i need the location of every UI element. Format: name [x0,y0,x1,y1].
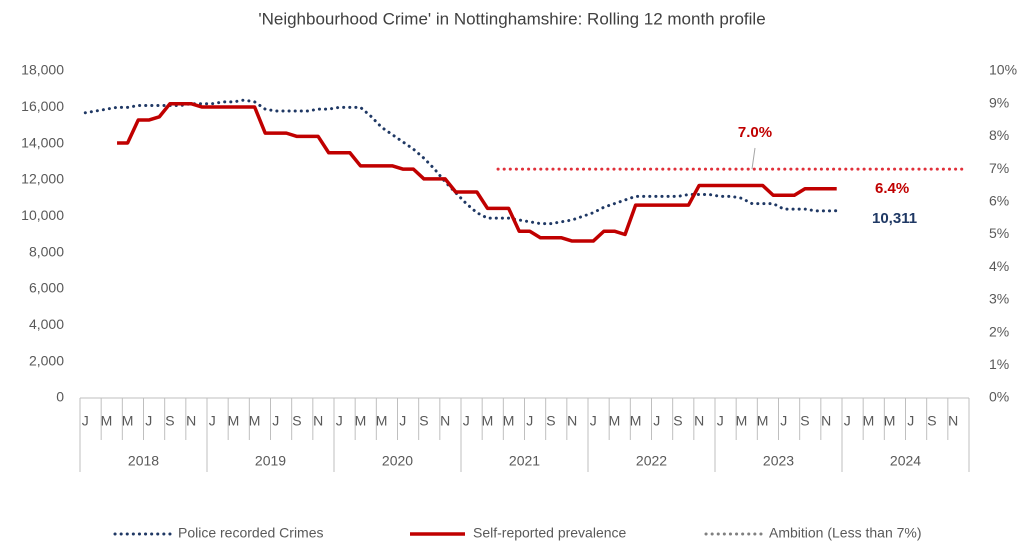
x-tick-label: J [209,413,216,429]
y-tick-label: 6,000 [29,280,64,296]
year-label: 2020 [382,453,413,469]
x-tick-label: M [101,413,113,429]
y-tick-label: 4,000 [29,316,64,332]
x-tick-label: J [145,413,152,429]
x-tick-label: S [546,413,555,429]
y-tick-label: 18,000 [21,62,64,78]
x-tick-label: M [249,413,261,429]
x-tick-label: S [165,413,174,429]
x-tick-label: M [630,413,642,429]
year-label: 2023 [763,453,794,469]
x-tick-label: J [653,413,660,429]
x-tick-label: N [948,413,958,429]
y2-tick-label: 0% [989,389,1009,405]
x-tick-label: M [757,413,769,429]
y2-tick-label: 7% [989,160,1009,176]
x-tick-label: S [673,413,682,429]
y-tick-label: 14,000 [21,134,64,150]
y-tick-label: 10,000 [21,207,64,223]
x-tick-label: S [419,413,428,429]
x-tick-label: N [821,413,831,429]
series-line [117,101,837,243]
x-tick-label: J [272,413,279,429]
chart-title: 'Neighbourhood Crime' in Nottinghamshire… [258,9,765,28]
x-tick-label: N [186,413,196,429]
annotation: 7.0% [738,124,772,141]
year-label: 2022 [636,453,667,469]
y2-tick-label: 2% [989,323,1009,339]
x-tick-label: J [336,413,343,429]
y2-tick-label: 1% [989,356,1009,372]
y2-tick-label: 4% [989,258,1009,274]
y-tick-label: 0 [56,389,64,405]
year-label: 2024 [890,453,921,469]
x-tick-label: M [122,413,134,429]
legend-label: Police recorded Crimes [178,525,324,541]
x-tick-label: J [463,413,470,429]
legend-label: Self-reported prevalence [473,525,627,541]
x-tick-label: N [567,413,577,429]
x-tick-label: M [863,413,875,429]
x-tick-label: M [736,413,748,429]
x-tick-label: J [717,413,724,429]
x-tick-label: J [82,413,89,429]
x-tick-label: S [927,413,936,429]
x-tick-label: N [440,413,450,429]
x-tick-label: M [884,413,896,429]
y2-tick-label: 6% [989,193,1009,209]
y-tick-label: 16,000 [21,98,64,114]
legend-label: Ambition (Less than 7%) [769,525,922,541]
x-tick-label: M [376,413,388,429]
y2-tick-label: 3% [989,291,1009,307]
year-label: 2019 [255,453,286,469]
y2-tick-label: 10% [989,62,1017,78]
annotation: 10,311 [872,210,917,227]
y-tick-label: 12,000 [21,171,64,187]
y-tick-label: 8,000 [29,243,64,259]
y-tick-label: 2,000 [29,352,64,368]
x-tick-label: J [907,413,914,429]
x-tick-label: J [526,413,533,429]
x-tick-label: N [313,413,323,429]
x-tick-label: M [482,413,494,429]
year-label: 2021 [509,453,540,469]
annotation: 6.4% [875,180,909,197]
x-tick-label: S [292,413,301,429]
x-tick-label: M [228,413,240,429]
x-tick-label: J [590,413,597,429]
year-label: 2018 [128,453,159,469]
x-tick-label: N [694,413,704,429]
x-tick-label: J [844,413,851,429]
x-tick-label: M [503,413,515,429]
x-tick-label: S [800,413,809,429]
x-tick-label: J [780,413,787,429]
y2-tick-label: 9% [989,94,1009,110]
x-tick-label: J [399,413,406,429]
x-tick-label: M [355,413,367,429]
x-tick-label: M [609,413,621,429]
series-line [83,98,839,226]
y2-tick-label: 8% [989,127,1009,143]
y2-tick-label: 5% [989,225,1009,241]
annotation-leader [751,147,756,170]
